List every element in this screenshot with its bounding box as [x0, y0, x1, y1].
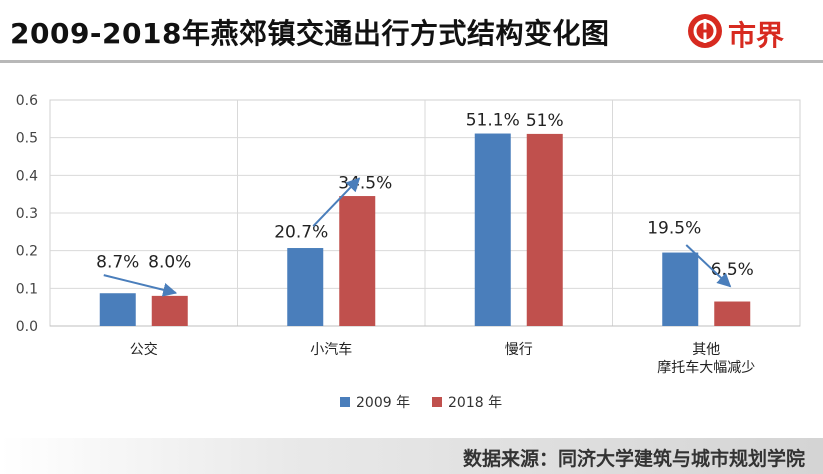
data-label: 19.5% — [647, 219, 701, 239]
y-tick-label: 0.3 — [16, 206, 38, 222]
header: 2009-2018年燕郊镇交通出行方式结构变化图 市界 — [0, 0, 823, 63]
y-tick-label: 0.0 — [16, 319, 38, 335]
data-label: 8.7% — [96, 253, 139, 273]
y-tick-label: 0.1 — [16, 281, 38, 297]
x-tick-label: 摩托车大幅减少 — [657, 359, 755, 376]
bar-3-1 — [714, 301, 751, 326]
data-label: 51% — [526, 111, 564, 131]
brand-logo: 市界 — [688, 12, 818, 52]
y-tick-label: 0.5 — [16, 131, 38, 147]
data-source: 数据来源：同济大学建筑与城市规划学院 — [462, 448, 805, 470]
x-tick-label: 慢行 — [505, 341, 533, 358]
data-label: 6.5% — [711, 260, 754, 280]
bar-2-0 — [474, 133, 511, 326]
bar-1-1 — [339, 196, 376, 326]
trend-arrow — [103, 274, 178, 297]
bar-0-1 — [151, 295, 188, 326]
y-tick-label: 0.2 — [16, 244, 38, 260]
trend-arrow — [312, 177, 361, 227]
x-tick-label: 小汽车 — [310, 341, 352, 358]
bar-chart: 0.0 0.1 0.2 0.3 0.4 0.5 0.6 公交 小汽车 慢行 其他 摩托车大幅减少 8.7… — [0, 66, 823, 434]
page-title: 2009-2018年燕郊镇交通出行方式结构变化图 — [10, 17, 610, 50]
legend-label: 2009 年 — [356, 395, 410, 411]
footer: 数据来源：同济大学建筑与城市规划学院 — [0, 438, 823, 474]
trend-arrow — [685, 244, 732, 288]
bar-3-0 — [662, 252, 699, 326]
data-label: 20.7% — [274, 222, 328, 242]
data-label: 51.1% — [466, 111, 520, 131]
x-tick-label: 公交 — [130, 341, 158, 358]
logo-text: 市界 — [728, 19, 785, 52]
header-divider — [0, 60, 823, 63]
y-tick-label: 0.6 — [16, 93, 38, 109]
bar-0-0 — [99, 293, 136, 326]
data-label: 8.0% — [148, 253, 191, 273]
bar-2-1 — [526, 133, 563, 326]
legend-label: 2018 年 — [448, 395, 502, 411]
bar-1-0 — [287, 248, 324, 326]
legend-swatch — [340, 397, 350, 407]
x-tick-label: 其他 — [692, 342, 720, 358]
logo-icon — [688, 14, 722, 48]
y-tick-label: 0.4 — [16, 168, 38, 184]
legend-swatch — [432, 397, 442, 407]
